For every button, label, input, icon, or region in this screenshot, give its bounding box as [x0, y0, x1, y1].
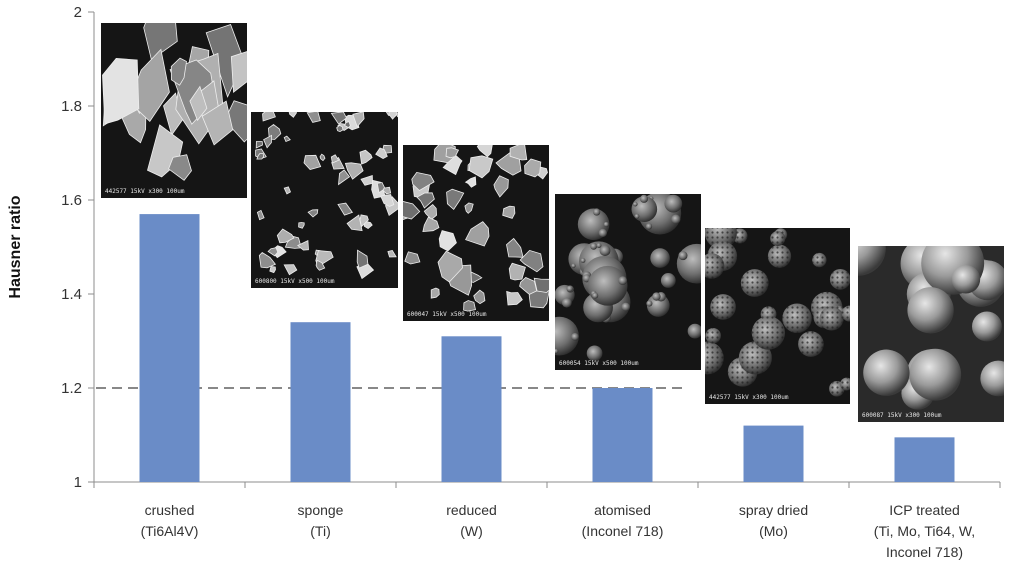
y-axis-title: Hausner ratio [7, 195, 24, 298]
category-label: reduced [446, 502, 497, 518]
micrograph-caption: 442577 15kV x300 100um [709, 394, 789, 401]
sem-micrograph-3: 600054 15kV x500 100um [555, 194, 701, 370]
bar-0 [139, 214, 200, 482]
bar-4 [743, 425, 804, 482]
sem-images: 442577 15kV x300 100um 600800 15kV x500 1… [101, 23, 1004, 422]
micrograph-caption: 600054 15kV x500 100um [559, 360, 639, 367]
category-label: (W) [460, 523, 483, 539]
category-label: atomised [594, 502, 651, 518]
category-labels: crushed (Ti6Al4V) sponge (Ti) reduced (W) atom… [141, 502, 976, 560]
micrograph-caption: 600047 15kV x500 100um [407, 311, 487, 318]
category-label: sponge [298, 502, 344, 518]
axes: 1 1.2 1.4 1.6 1.8 2 Hausner ratio [7, 4, 1001, 491]
category-label: (Ti6Al4V) [141, 523, 199, 539]
sem-micrograph-2: 600047 15kV x500 100um [403, 145, 549, 321]
category-label: (Ti, Mo, Ti64, W, [874, 523, 975, 539]
bar-1 [290, 322, 351, 482]
category-label: (Inconel 718) [582, 523, 664, 539]
y-tick-label: 1 [74, 474, 82, 491]
bar-2 [441, 336, 502, 482]
micrograph-caption: 600800 15kV x500 100um [255, 278, 335, 285]
sem-micrograph-4: 442577 15kV x300 100um [705, 228, 850, 404]
sem-micrograph-5: 600087 15kV x300 100um [858, 246, 1004, 422]
y-tick-label: 1.2 [61, 380, 82, 397]
category-label: spray dried [739, 502, 808, 518]
category-label: Inconel 718) [886, 544, 963, 560]
y-tick-label: 1.6 [61, 192, 82, 209]
sem-micrograph-1: 600800 15kV x500 100um [251, 112, 398, 288]
micrograph-caption: 600087 15kV x300 100um [862, 412, 942, 419]
micrograph-caption: 442577 15kV x300 100um [105, 188, 185, 195]
category-label: ICP treated [889, 502, 960, 518]
category-label: (Mo) [759, 523, 788, 539]
category-label: crushed [145, 502, 195, 518]
bar-3 [592, 388, 653, 482]
bar-5 [894, 437, 955, 482]
bars [139, 214, 955, 482]
y-tick-label: 2 [74, 4, 82, 21]
category-label: (Ti) [310, 523, 330, 539]
sem-micrograph-0: 442577 15kV x300 100um [101, 23, 247, 198]
y-tick-label: 1.8 [61, 98, 82, 115]
y-tick-label: 1.4 [61, 286, 82, 303]
